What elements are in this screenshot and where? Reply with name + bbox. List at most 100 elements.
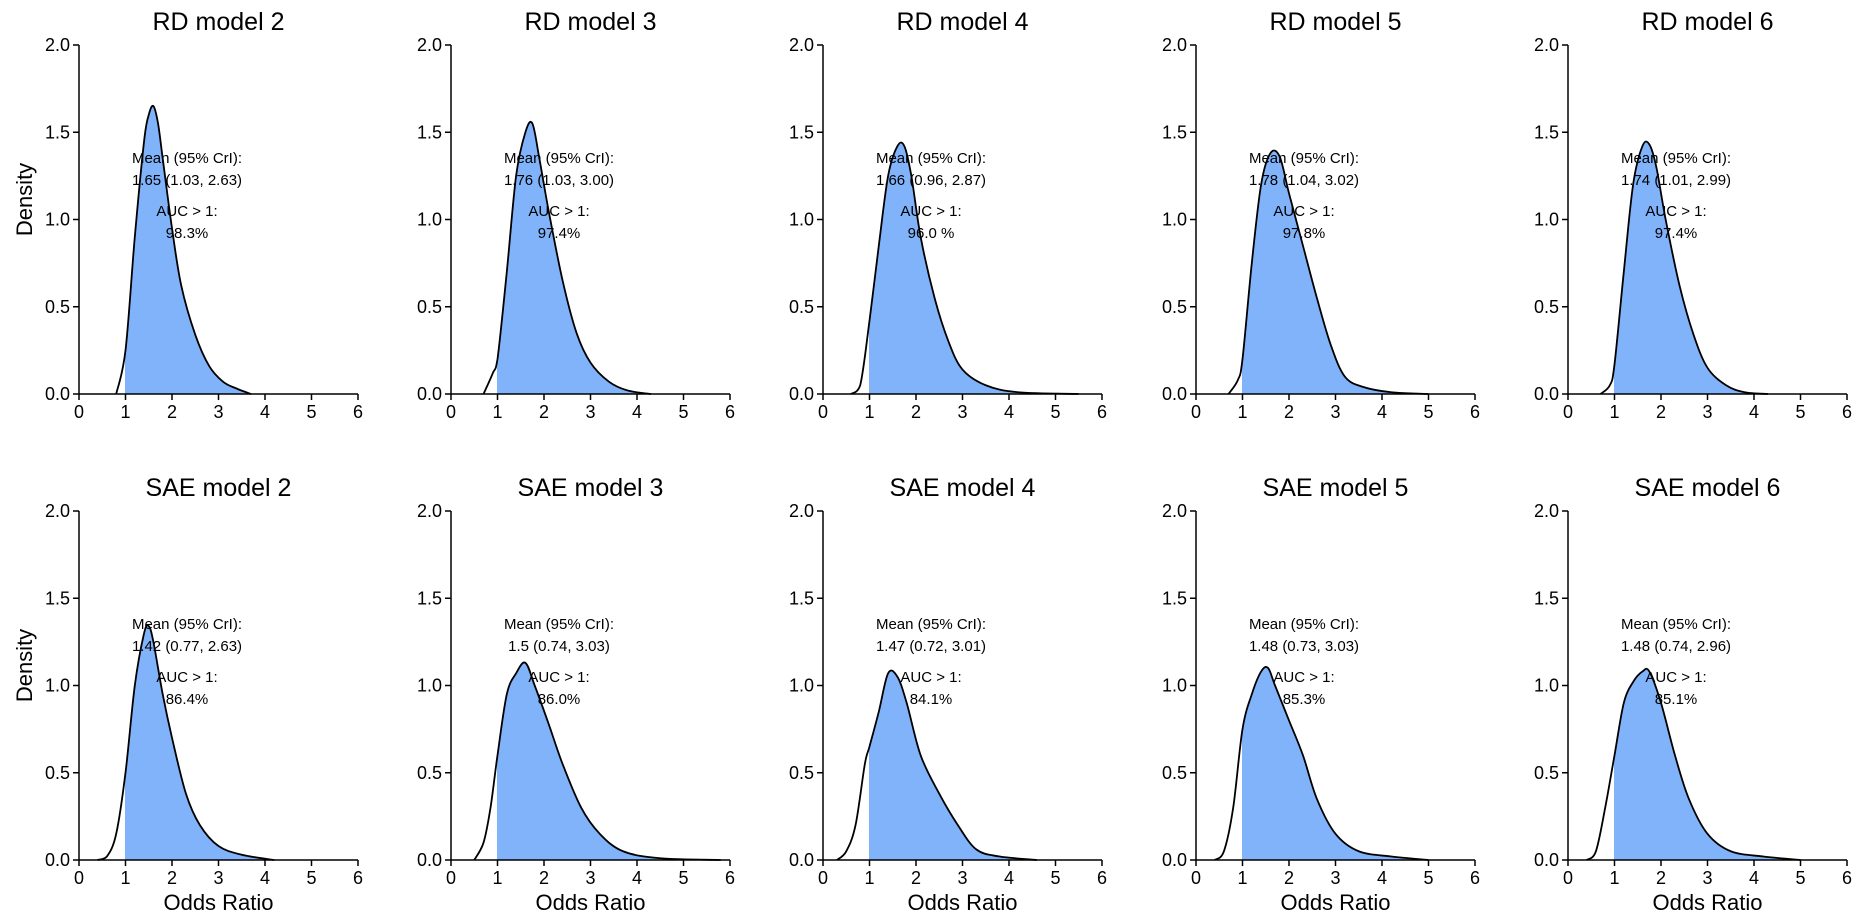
y-tick-label: 1.5	[417, 588, 442, 608]
annotation-mean-label: Mean (95% CrI):	[1249, 150, 1359, 167]
x-tick-label: 6	[1470, 868, 1480, 888]
panel-sae-6: 0 1 2 3 4 5 6 0.0 0.5 1.0 1.5 2.0 SAE model 6 Odds Ra…	[1534, 474, 1852, 915]
y-tick-label: 2.0	[45, 501, 70, 521]
annotation-auc-label: AUC > 1:	[1645, 669, 1706, 686]
annotation-auc-label: AUC > 1:	[156, 203, 217, 220]
y-tick-label: 1.5	[789, 122, 814, 142]
panel-title: SAE model 4	[890, 474, 1036, 502]
x-tick-label: 4	[632, 402, 642, 422]
annotation-mean-value: 1.76 (1.03, 3.00)	[504, 172, 614, 189]
y-tick-label: 0.0	[45, 850, 70, 870]
annotation-auc-value: 97.4%	[538, 225, 581, 242]
annotation-mean-value: 1.78 (1.04, 3.02)	[1249, 172, 1359, 189]
x-tick-label: 6	[1470, 402, 1480, 422]
x-axis-label: Odds Ratio	[535, 890, 645, 915]
density-curve	[1213, 666, 1429, 861]
shaded-area-auc	[1242, 666, 1429, 860]
y-tick-label: 0.5	[1534, 297, 1559, 317]
y-tick-label: 0.0	[1162, 384, 1187, 404]
y-tick-label: 2.0	[789, 501, 814, 521]
y-tick-label: 1.0	[1534, 676, 1559, 696]
annotation-auc-value: 97.4%	[1655, 225, 1698, 242]
y-tick-label: 0.0	[1534, 850, 1559, 870]
annotation-auc-label: AUC > 1:	[156, 669, 217, 686]
x-tick-label: 1	[120, 402, 130, 422]
y-tick-label: 1.0	[789, 676, 814, 696]
x-axis-label: Odds Ratio	[907, 890, 1017, 915]
x-tick-label: 0	[1191, 402, 1201, 422]
x-tick-label: 6	[725, 402, 735, 422]
x-tick-label: 1	[1609, 402, 1619, 422]
y-tick-label: 0.5	[1534, 763, 1559, 783]
annotation-mean-value: 1.74 (1.01, 2.99)	[1621, 172, 1731, 189]
density-curve	[836, 669, 1037, 861]
y-tick-label: 1.5	[1534, 122, 1559, 142]
annotation-mean-value: 1.48 (0.73, 3.03)	[1249, 638, 1359, 655]
annotation-auc-value: 85.3%	[1283, 691, 1326, 708]
x-tick-label: 2	[1284, 402, 1294, 422]
panel-rd-3: 0 1 2 3 4 5 6 0.0 0.5 1.0 1.5 2.0 RD model 3 Mean (95…	[417, 8, 735, 422]
x-tick-label: 2	[911, 868, 921, 888]
x-tick-label: 3	[213, 868, 223, 888]
x-tick-label: 4	[1377, 402, 1387, 422]
x-tick-label: 2	[539, 868, 549, 888]
y-tick-label: 2.0	[417, 35, 442, 55]
shaded-area-auc	[869, 670, 1037, 860]
x-tick-label: 0	[818, 402, 828, 422]
annotation-auc-value: 96.0 %	[908, 225, 955, 242]
density-curve	[97, 624, 275, 861]
y-tick-label: 1.0	[45, 676, 70, 696]
annotation-mean-label: Mean (95% CrI):	[1621, 150, 1731, 167]
shaded-area-auc	[125, 625, 275, 860]
panel-title: SAE model 5	[1263, 474, 1409, 502]
density-curve	[850, 141, 1079, 395]
x-tick-label: 6	[1097, 868, 1107, 888]
density-curve	[482, 120, 652, 395]
x-tick-label: 0	[818, 868, 828, 888]
x-tick-label: 2	[911, 402, 921, 422]
y-tick-label: 0.0	[417, 384, 442, 404]
annotation-mean-label: Mean (95% CrI):	[132, 616, 242, 633]
x-tick-label: 3	[1330, 402, 1340, 422]
x-tick-label: 5	[1050, 868, 1060, 888]
y-tick-label: 2.0	[1162, 35, 1187, 55]
y-tick-label: 0.5	[789, 763, 814, 783]
annotation-mean-label: Mean (95% CrI):	[132, 150, 242, 167]
x-tick-label: 2	[167, 868, 177, 888]
panel-sae-5: 0 1 2 3 4 5 6 0.0 0.5 1.0 1.5 2.0 SAE model 5 Odds Ra…	[1162, 474, 1480, 915]
x-tick-label: 1	[120, 868, 130, 888]
y-tick-label: 1.5	[417, 122, 442, 142]
annotation-mean-value: 1.65 (1.03, 2.63)	[132, 172, 242, 189]
annotation-auc-label: AUC > 1:	[1645, 203, 1706, 220]
x-tick-label: 1	[864, 402, 874, 422]
x-tick-label: 4	[1749, 402, 1759, 422]
x-tick-label: 0	[1563, 402, 1573, 422]
x-tick-label: 4	[1377, 868, 1387, 888]
x-tick-label: 6	[353, 402, 363, 422]
annotation-auc-label: AUC > 1:	[900, 203, 961, 220]
x-tick-label: 5	[1795, 868, 1805, 888]
annotation-mean-value: 1.5 (0.74, 3.03)	[508, 638, 610, 655]
x-tick-label: 6	[1842, 868, 1852, 888]
annotation-auc-value: 98.3%	[166, 225, 209, 242]
density-curve	[473, 661, 721, 861]
x-tick-label: 4	[632, 868, 642, 888]
annotation-mean-value: 1.66 (0.96, 2.87)	[876, 172, 986, 189]
y-axis-label: Density	[12, 629, 37, 702]
y-tick-label: 1.0	[789, 210, 814, 230]
x-axis-label: Odds Ratio	[163, 890, 273, 915]
annotation-mean-value: 1.42 (0.77, 2.63)	[132, 638, 242, 655]
y-tick-label: 2.0	[1534, 35, 1559, 55]
y-tick-label: 1.5	[45, 122, 70, 142]
x-tick-label: 2	[1656, 402, 1666, 422]
density-curve	[1585, 667, 1801, 861]
annotation-auc-label: AUC > 1:	[900, 669, 961, 686]
x-tick-label: 3	[585, 402, 595, 422]
y-tick-label: 1.5	[45, 588, 70, 608]
x-tick-label: 5	[306, 402, 316, 422]
y-tick-label: 0.5	[45, 297, 70, 317]
shaded-area-auc	[1242, 150, 1429, 394]
y-axis-label: Density	[12, 163, 37, 236]
panel-title: SAE model 3	[518, 474, 664, 502]
annotation-mean-value: 1.48 (0.74, 2.96)	[1621, 638, 1731, 655]
